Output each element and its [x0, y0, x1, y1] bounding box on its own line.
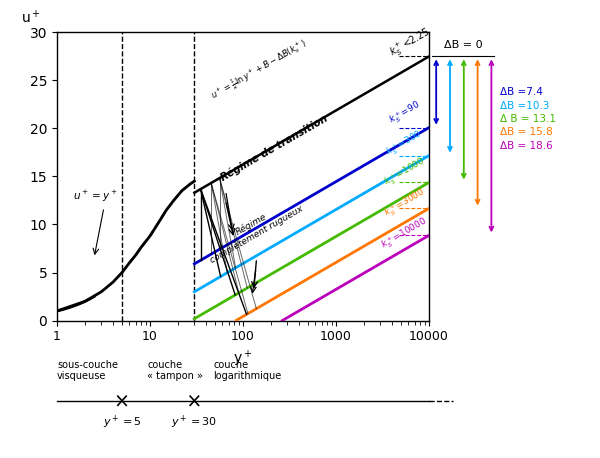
Text: $y^+=30$: $y^+=30$ [171, 414, 218, 431]
Text: $k_S^+$=3000: $k_S^+$=3000 [382, 186, 428, 221]
Text: $k_S^+$=1000: $k_S^+$=1000 [382, 155, 428, 191]
Text: ΔB = 15.8: ΔB = 15.8 [500, 127, 553, 137]
X-axis label: y$^+$: y$^+$ [233, 349, 253, 369]
Text: Δ B = 13.1: Δ B = 13.1 [500, 114, 556, 125]
Text: $k_S^+$<2.25: $k_S^+$<2.25 [386, 25, 434, 61]
Text: $k_S^+$=90: $k_S^+$=90 [386, 98, 423, 128]
Text: sous-couche
visqueuse: sous-couche visqueuse [57, 360, 118, 381]
Y-axis label: u$^+$: u$^+$ [21, 9, 41, 26]
Text: ΔB =7.4: ΔB =7.4 [500, 87, 543, 97]
Text: couche
« tampon »: couche « tampon » [147, 360, 203, 381]
Text: ΔB = 18.6: ΔB = 18.6 [500, 141, 553, 151]
Text: ΔB =10.3: ΔB =10.3 [500, 101, 550, 111]
Text: $u^+=y^+$: $u^+=y^+$ [73, 189, 118, 204]
Text: $u^+=\frac{1}{\kappa}\ln y^++B-\Delta B(k_s^+)$: $u^+=\frac{1}{\kappa}\ln y^++B-\Delta B(… [209, 37, 310, 104]
Text: $k_S^+$≈300: $k_S^+$≈300 [384, 127, 426, 160]
Text: couche
logarithmique: couche logarithmique [213, 360, 281, 381]
Text: $k_S^+$=10000: $k_S^+$=10000 [379, 215, 431, 253]
Text: ΔB = 0: ΔB = 0 [444, 39, 482, 49]
Text: Régime de transition: Régime de transition [219, 113, 329, 183]
Text: $y^+=5$: $y^+=5$ [103, 414, 142, 431]
Text: Régime
complètement rugueux: Régime complètement rugueux [203, 194, 305, 265]
